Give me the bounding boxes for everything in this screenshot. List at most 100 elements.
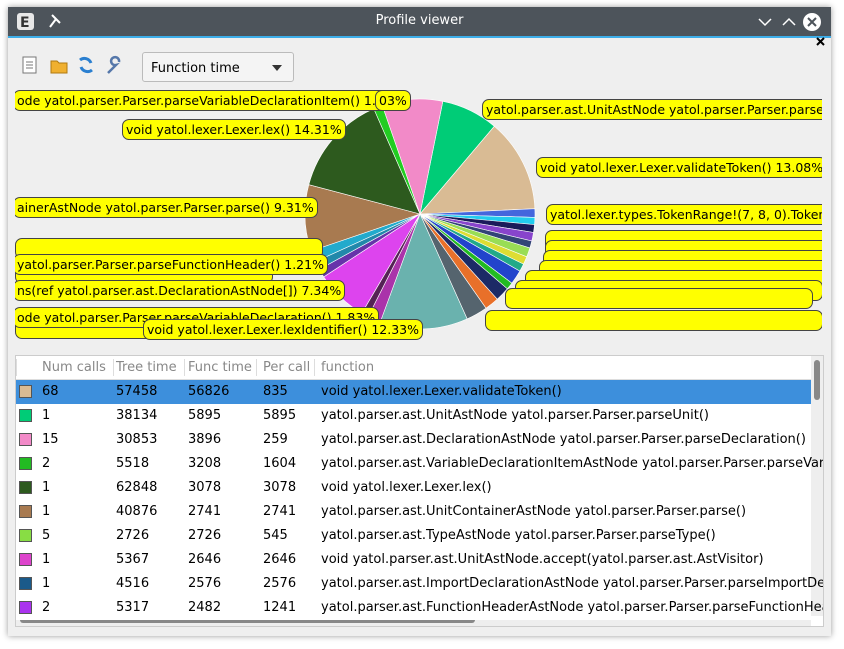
column-header: Tree time xyxy=(116,360,177,375)
table-cell: 835 xyxy=(263,384,288,399)
table-cell: 259 xyxy=(263,432,288,447)
table-cell: 2 xyxy=(42,456,51,471)
table-cell: 4516 xyxy=(116,576,150,591)
table-cell: yatol.parser.ast.TypeAstNode yatol.parse… xyxy=(321,528,716,543)
title-bar: E Profile viewer xyxy=(8,7,831,38)
table-cell: 5367 xyxy=(116,552,150,567)
color-swatch xyxy=(19,553,32,566)
table-row[interactable] xyxy=(16,596,811,620)
table-cell: void yatol.parser.ast.UnitAstNode.accept… xyxy=(321,552,764,567)
table-cell: yatol.parser.ast.UnitContainerAstNode ya… xyxy=(321,504,747,519)
column-header: Func time xyxy=(188,360,252,375)
pie-label: yatol.parser.Parser.parseFunctionHeader(… xyxy=(15,254,328,275)
table-cell: 1 xyxy=(42,480,51,495)
pie-label: void yatol.lexer.Lexer.validateToken() 1… xyxy=(536,157,822,178)
table-cell: 38134 xyxy=(116,408,158,423)
table-cell: 3078 xyxy=(263,480,297,495)
pie-label-overlap xyxy=(485,310,822,331)
table-cell: 1 xyxy=(42,504,51,519)
table-cell: 5518 xyxy=(116,456,150,471)
pie-label: ns(ref yatol.parser.ast.DeclarationAstNo… xyxy=(15,280,346,301)
table-cell: 1 xyxy=(42,576,51,591)
table-row[interactable] xyxy=(16,404,811,428)
table-row[interactable] xyxy=(16,380,811,404)
color-swatch xyxy=(19,505,32,518)
table-cell: 2576 xyxy=(188,576,222,591)
table-cell: 2646 xyxy=(188,552,222,567)
table-cell: void yatol.lexer.Lexer.validateToken() xyxy=(321,384,562,399)
close-panel[interactable] xyxy=(815,37,827,47)
pie-label: void yatol.lexer.Lexer.lex() 14.31% xyxy=(122,119,346,140)
column-header: function xyxy=(321,360,375,375)
pie-label: ainerAstNode yatol.parser.Parser.parse()… xyxy=(15,197,318,218)
color-swatch xyxy=(19,601,32,614)
pie-label: ode yatol.parser.Parser.parseVariableDec… xyxy=(15,90,408,111)
table-cell: yatol.parser.ast.VariableDeclarationItem… xyxy=(321,456,824,471)
table-cell: 30853 xyxy=(116,432,158,447)
table-cell: 3078 xyxy=(188,480,222,495)
mode-dropdown[interactable]: Function time xyxy=(142,52,294,82)
table-cell: 2 xyxy=(42,600,51,615)
table-cell: 2741 xyxy=(263,504,297,519)
pie-label: 03% xyxy=(375,90,411,111)
table-cell: 2726 xyxy=(188,528,222,543)
table-cell: 2646 xyxy=(263,552,297,567)
color-swatch xyxy=(19,529,32,542)
table-cell: 2741 xyxy=(188,504,222,519)
table-cell: 2726 xyxy=(116,528,150,543)
color-swatch xyxy=(19,433,32,446)
column-header: Num calls xyxy=(42,360,106,375)
table-cell: 1 xyxy=(42,552,51,567)
table-cell: 2576 xyxy=(263,576,297,591)
table-row[interactable] xyxy=(16,476,811,500)
dropdown-text: Function time xyxy=(151,61,240,76)
header-separator xyxy=(113,359,114,376)
table-row[interactable] xyxy=(16,548,811,572)
header-separator xyxy=(314,359,315,376)
table-row[interactable] xyxy=(16,572,811,596)
color-swatch xyxy=(19,481,32,494)
table-cell: 545 xyxy=(263,528,288,543)
pie-chart-area: ode yatol.parser.Parser.parseVariableDec… xyxy=(15,88,822,340)
table-cell: yatol.parser.ast.UnitAstNode yatol.parse… xyxy=(321,408,709,423)
table-cell: 5895 xyxy=(188,408,222,423)
table-row[interactable] xyxy=(16,428,811,452)
pie-label: yatol.lexer.types.TokenRange!(7, 8, 0).T… xyxy=(546,204,822,225)
pie-slice xyxy=(419,125,536,215)
pie-label-overlap xyxy=(505,288,813,309)
pie-label: void yatol.lexer.Lexer.lexIdentifier() 1… xyxy=(143,319,424,340)
svg-text:E: E xyxy=(20,15,30,31)
table-cell: void yatol.lexer.Lexer.lex() xyxy=(321,480,492,495)
profile-table: Num calls Tree time Func time Per call funct… xyxy=(15,355,824,627)
table-cell: 2482 xyxy=(188,600,222,615)
vertical-scrollbar[interactable] xyxy=(811,356,823,616)
table-cell: 5317 xyxy=(116,600,150,615)
window: E Profile viewer Function time ode yatol… xyxy=(8,7,831,636)
header-separator xyxy=(16,359,17,376)
table-cell: 68 xyxy=(42,384,59,399)
table-cell: 62848 xyxy=(116,480,158,495)
table-cell: 40876 xyxy=(116,504,158,519)
table-cell: 3896 xyxy=(188,432,222,447)
table-cell: 57458 xyxy=(116,384,158,399)
table-cell: yatol.parser.ast.FunctionHeaderAstNode y… xyxy=(321,600,824,615)
column-header: Per call xyxy=(263,360,311,375)
header-separator xyxy=(184,359,185,376)
pie-chart xyxy=(304,98,536,330)
pie-label: yatol.parser.ast.UnitAstNode yatol.parse… xyxy=(482,99,822,120)
table-cell: 15 xyxy=(42,432,59,447)
color-swatch xyxy=(19,385,32,398)
color-swatch xyxy=(19,577,32,590)
window-title: Profile viewer xyxy=(375,13,464,28)
table-row[interactable] xyxy=(16,452,811,476)
toolbar-icons[interactable] xyxy=(20,54,130,76)
table-row[interactable] xyxy=(16,500,811,524)
table-cell: 3208 xyxy=(188,456,222,471)
dropdown-arrow xyxy=(272,65,282,71)
table-cell: 1604 xyxy=(263,456,297,471)
window-buttons[interactable] xyxy=(753,10,828,34)
table-cell: 1241 xyxy=(263,600,297,615)
color-swatch xyxy=(19,409,32,422)
table-row[interactable] xyxy=(16,524,811,548)
